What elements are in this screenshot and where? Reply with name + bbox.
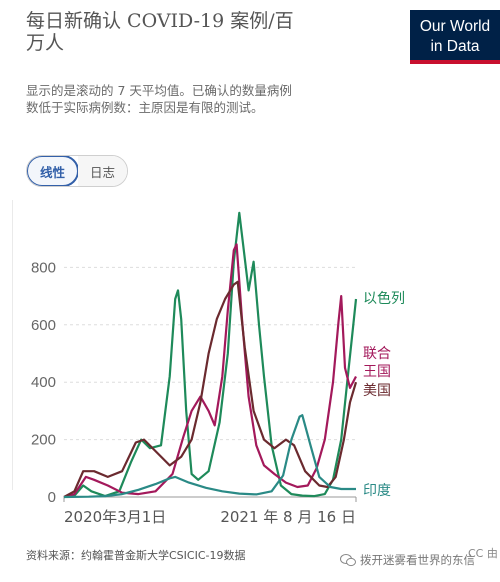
y-axis-ticks: 0 200 400 600 800 <box>31 259 56 506</box>
x-tick-label: 2021 年 8 月 16 日 <box>220 508 356 526</box>
x-axis-ticks: 2020年3月1日 2021 年 8 月 16 日 <box>63 497 357 526</box>
series-label: 印度 <box>363 483 391 499</box>
log-scale-button[interactable]: 日志 <box>78 156 127 186</box>
y-tick-label: 800 <box>31 259 56 276</box>
chart-title-block: 每日新确认 COVID-19 案例/百万人 <box>26 10 296 54</box>
left-divider <box>12 200 13 490</box>
series-lines <box>63 211 358 499</box>
chart-title: 每日新确认 COVID-19 案例/百万人 <box>26 10 294 54</box>
owid-logo[interactable]: Our World in Data <box>410 10 500 64</box>
series-label: 联合王国 <box>363 346 391 380</box>
series-line[interactable] <box>63 211 358 499</box>
chart-subtitle: 显示的是滚动的 7 天平均值。已确认的数量病例数低于实际病例数：主原因是有限的测… <box>26 83 292 115</box>
logo-line-1: Our World <box>419 18 491 35</box>
x-tick-label: 2020年3月1日 <box>64 508 166 526</box>
source-note: 资料来源：约翰霍普金斯大学CSICIC-19数据 <box>26 549 246 562</box>
series-line[interactable] <box>63 243 357 499</box>
logo-line-2: in Data <box>430 38 480 55</box>
y-tick-label: 600 <box>31 317 56 334</box>
wechat-icon <box>340 554 356 567</box>
grid-lines <box>64 266 356 498</box>
series-label: 以色列 <box>363 290 405 307</box>
y-tick-label: 400 <box>31 374 56 391</box>
y-tick-label: 0 <box>48 489 56 506</box>
y-tick-label: 200 <box>31 432 56 449</box>
scale-toggle: 线性 日志 <box>26 155 128 187</box>
logo-accent-bar <box>410 60 500 64</box>
series-label: 美国 <box>363 383 391 399</box>
watermark-text: 拨开迷雾看世界的东信 <box>360 553 475 567</box>
watermark: 拨开迷雾看世界的东信 <box>340 552 475 568</box>
license-text[interactable]: CC 由 <box>468 547 498 560</box>
